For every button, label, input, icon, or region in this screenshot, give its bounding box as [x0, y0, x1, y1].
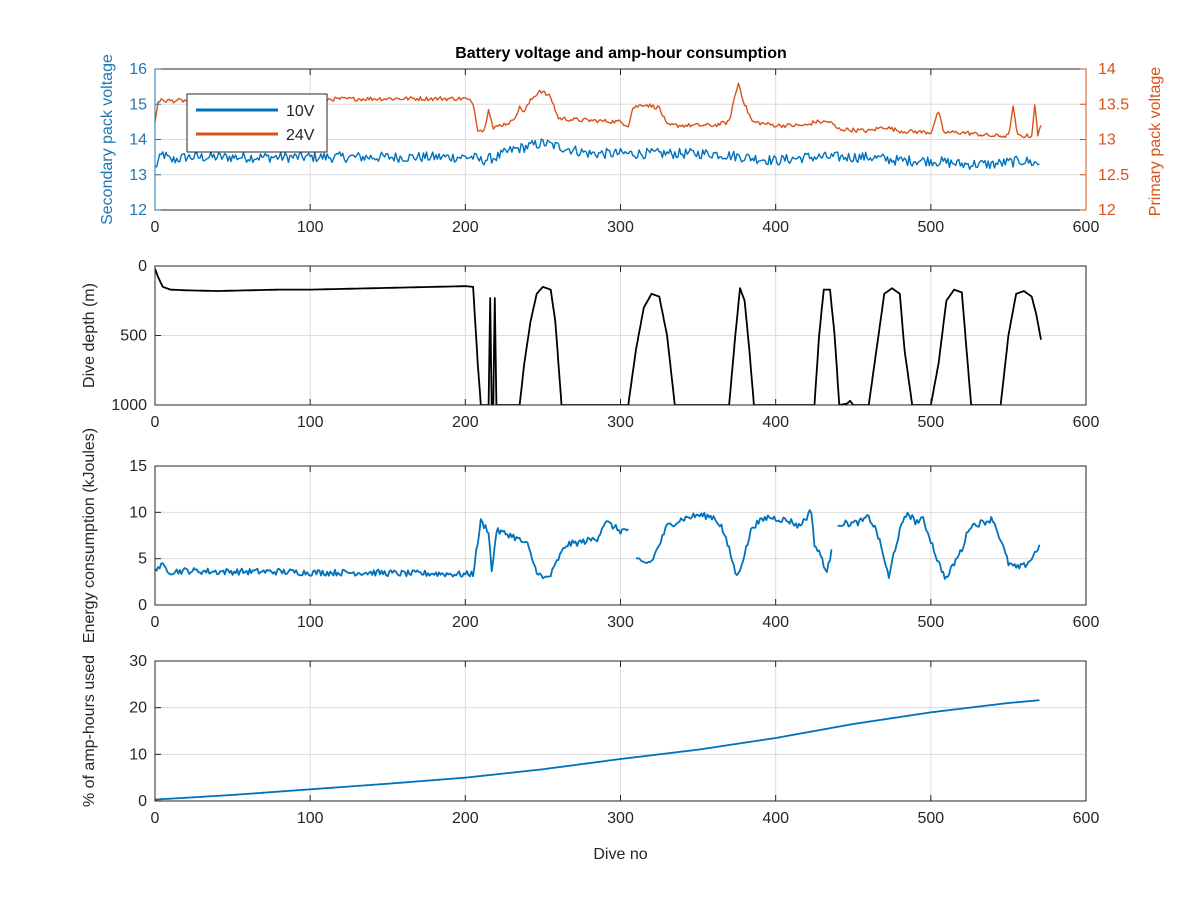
y-tick-label: 10	[129, 746, 147, 763]
y-tick-label: 10	[129, 504, 147, 521]
y-tick-label: 30	[129, 653, 147, 670]
y-tick-label: 13	[129, 167, 147, 184]
y-axis-label: Energy consumption (kJoules)	[81, 428, 98, 643]
y-axis-label: % of amp-hours used	[81, 655, 98, 807]
x-tick-label: 400	[762, 810, 789, 827]
y-tick-label: 500	[120, 328, 147, 345]
x-tick-label: 100	[297, 219, 324, 236]
x-axis-label: Dive no	[593, 846, 647, 863]
x-tick-label: 600	[1073, 219, 1100, 236]
series-line-4-1	[155, 699, 1040, 801]
y-tick-label: 5	[138, 551, 147, 568]
x-tick-label: 0	[151, 614, 160, 631]
x-tick-label: 600	[1073, 414, 1100, 431]
y-tick-label: 15	[129, 96, 147, 113]
y-tick-label: 0	[138, 597, 147, 614]
y-tick-label: 15	[129, 458, 147, 475]
x-tick-label: 300	[607, 219, 634, 236]
y2-tick-label: 13.5	[1098, 96, 1129, 113]
x-tick-label: 200	[452, 614, 479, 631]
legend-box	[186, 93, 328, 153]
x-tick-label: 200	[452, 219, 479, 236]
x-tick-label: 400	[762, 219, 789, 236]
figure-title: Battery voltage and amp-hour consumption	[455, 45, 787, 62]
subplots-group: 0 100 200 300 400 500 60012131415161212.51313.…	[81, 54, 1164, 863]
series-line-10v	[155, 138, 1040, 170]
x-tick-label: 300	[607, 414, 634, 431]
y-tick-label: 0	[138, 258, 147, 275]
series-line-3-1	[155, 509, 1041, 580]
x-tick-label: 500	[917, 810, 944, 827]
y-tick-label: 16	[129, 61, 147, 78]
x-tick-label: 100	[297, 810, 324, 827]
y-axis-label: Dive depth (m)	[81, 283, 98, 388]
x-tick-label: 0	[151, 414, 160, 431]
x-tick-label: 600	[1073, 810, 1100, 827]
y2-tick-label: 12.5	[1098, 167, 1129, 184]
subplot-1: 0 100 200 300 400 500 60012131415161212.51313.…	[99, 54, 1164, 236]
x-tick-label: 300	[607, 810, 634, 827]
x-tick-label: 200	[452, 414, 479, 431]
legend-label-10v: 10V	[286, 103, 315, 120]
y2-tick-label: 13	[1098, 132, 1116, 149]
subplot-2: 0 100 200 300 400 500 600 0 500 1000 Dive depth (m…	[81, 258, 1099, 431]
subplot-4: 0 100 200 300 400 500 600 0 10 20 30 % of amp-hours…	[81, 653, 1099, 863]
y-tick-label: 12	[129, 202, 147, 219]
y-tick-label: 20	[129, 700, 147, 717]
x-tick-label: 100	[297, 414, 324, 431]
x-tick-label: 0	[151, 810, 160, 827]
legend-label-24v: 24V	[286, 127, 315, 144]
x-tick-label: 200	[452, 810, 479, 827]
y2-tick-label: 14	[1098, 61, 1116, 78]
y2-axis-label: Primary pack voltage	[1147, 67, 1164, 216]
x-tick-label: 0	[151, 219, 160, 236]
x-tick-label: 500	[917, 614, 944, 631]
x-tick-label: 600	[1073, 614, 1100, 631]
y2-tick-label: 12	[1098, 202, 1116, 219]
x-tick-label: 500	[917, 219, 944, 236]
y-tick-label: 0	[138, 793, 147, 810]
series-line-2-1	[155, 268, 1042, 405]
x-tick-label: 100	[297, 614, 324, 631]
y-axis-label: Secondary pack voltage	[99, 54, 116, 225]
x-tick-label: 300	[607, 614, 634, 631]
x-tick-label: 400	[762, 414, 789, 431]
y-tick-label: 14	[129, 132, 147, 149]
y-tick-label: 1000	[111, 397, 147, 414]
subplot-3: 0 100 200 300 400 500 600 0 5 10 15 Energy consumpt…	[81, 428, 1099, 643]
x-tick-label: 400	[762, 614, 789, 631]
x-tick-label: 500	[917, 414, 944, 431]
